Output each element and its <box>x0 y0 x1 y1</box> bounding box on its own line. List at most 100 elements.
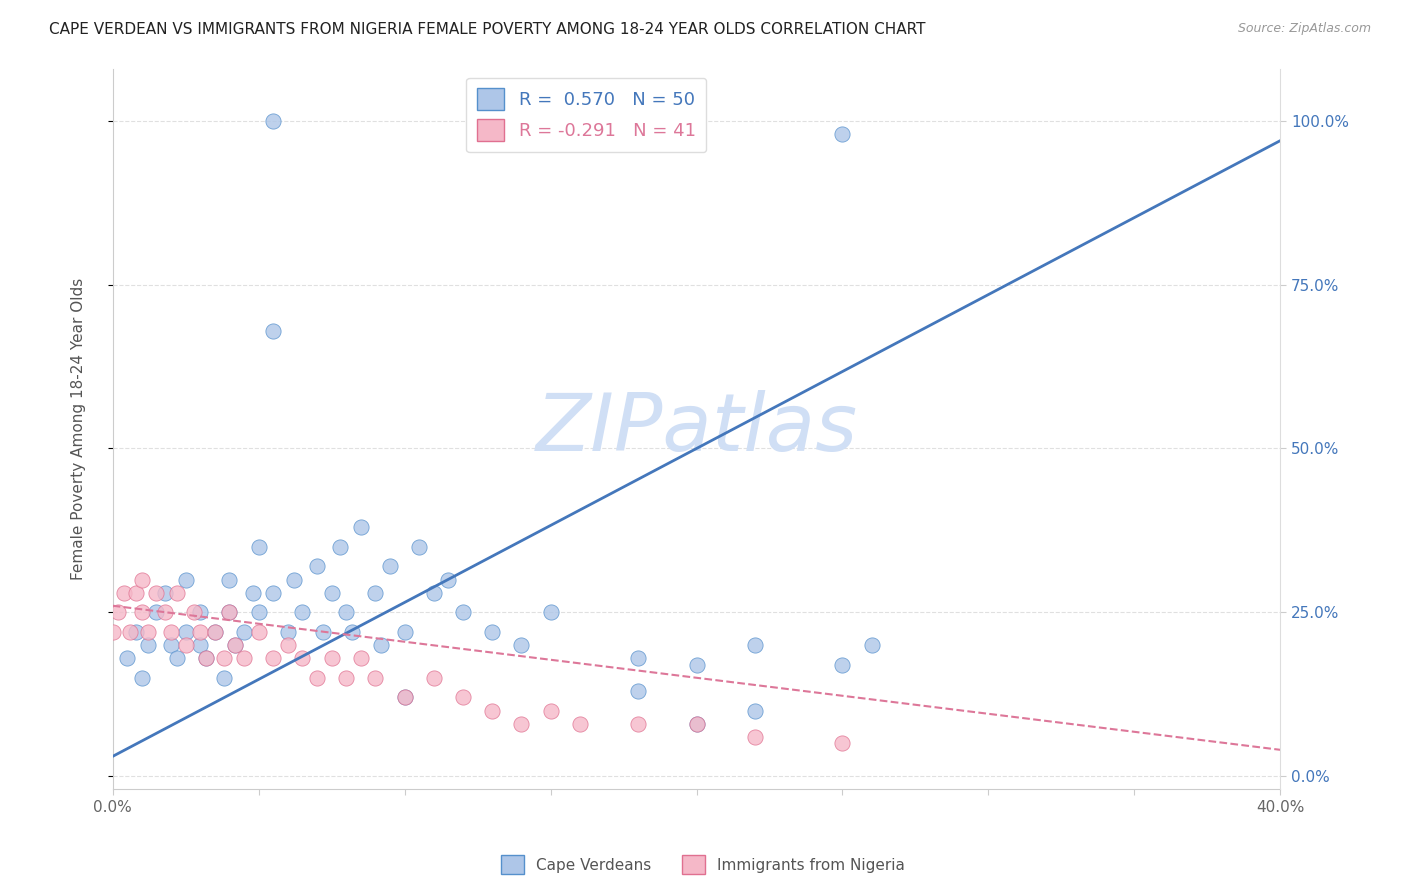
Point <box>160 624 183 639</box>
Point <box>510 638 533 652</box>
Point <box>321 651 343 665</box>
Point <box>627 651 650 665</box>
Point <box>262 324 284 338</box>
Point <box>277 624 299 639</box>
Point <box>510 716 533 731</box>
Point <box>183 605 205 619</box>
Point <box>195 651 218 665</box>
Point <box>305 671 328 685</box>
Legend: Cape Verdeans, Immigrants from Nigeria: Cape Verdeans, Immigrants from Nigeria <box>495 849 911 880</box>
Point <box>437 573 460 587</box>
Text: ZIPatlas: ZIPatlas <box>536 390 858 467</box>
Point <box>247 605 270 619</box>
Point <box>321 585 343 599</box>
Point <box>481 704 503 718</box>
Point <box>394 624 416 639</box>
Point <box>370 638 392 652</box>
Point <box>481 624 503 639</box>
Point <box>860 638 883 652</box>
Point <box>627 716 650 731</box>
Point <box>204 624 226 639</box>
Point <box>335 671 357 685</box>
Point <box>120 624 142 639</box>
Point <box>335 605 357 619</box>
Point <box>166 585 188 599</box>
Point <box>242 585 264 599</box>
Legend: R =  0.570   N = 50, R = -0.291   N = 41: R = 0.570 N = 50, R = -0.291 N = 41 <box>467 78 706 153</box>
Point <box>125 585 148 599</box>
Point <box>364 671 387 685</box>
Point <box>153 605 176 619</box>
Point <box>262 114 284 128</box>
Point <box>685 657 707 672</box>
Point <box>394 690 416 705</box>
Point <box>153 585 176 599</box>
Point <box>136 638 159 652</box>
Point <box>744 638 766 652</box>
Text: Source: ZipAtlas.com: Source: ZipAtlas.com <box>1237 22 1371 36</box>
Point <box>423 671 446 685</box>
Point <box>188 605 211 619</box>
Point <box>247 540 270 554</box>
Point <box>145 585 167 599</box>
Point <box>568 716 591 731</box>
Point <box>224 638 246 652</box>
Point <box>329 540 352 554</box>
Point <box>378 559 401 574</box>
Y-axis label: Female Poverty Among 18-24 Year Olds: Female Poverty Among 18-24 Year Olds <box>72 277 86 580</box>
Point <box>125 624 148 639</box>
Point <box>136 624 159 639</box>
Point <box>312 624 335 639</box>
Point <box>131 573 153 587</box>
Point <box>166 651 188 665</box>
Point <box>131 605 153 619</box>
Point <box>277 638 299 652</box>
Point <box>233 624 256 639</box>
Point <box>408 540 430 554</box>
Point <box>394 690 416 705</box>
Point <box>744 704 766 718</box>
Point <box>145 605 167 619</box>
Point <box>627 684 650 698</box>
Point <box>283 573 305 587</box>
Point <box>685 716 707 731</box>
Point <box>218 605 240 619</box>
Point <box>112 585 135 599</box>
Point <box>291 651 314 665</box>
Point <box>350 520 373 534</box>
Point <box>174 638 197 652</box>
Point <box>212 651 235 665</box>
Point <box>224 638 246 652</box>
Point <box>218 573 240 587</box>
Point <box>262 651 284 665</box>
Point <box>218 605 240 619</box>
Point <box>107 605 129 619</box>
Point <box>364 585 387 599</box>
Point <box>744 730 766 744</box>
Point <box>131 671 153 685</box>
Text: CAPE VERDEAN VS IMMIGRANTS FROM NIGERIA FEMALE POVERTY AMONG 18-24 YEAR OLDS COR: CAPE VERDEAN VS IMMIGRANTS FROM NIGERIA … <box>49 22 925 37</box>
Point <box>451 605 474 619</box>
Point <box>423 585 446 599</box>
Point <box>831 127 853 141</box>
Point <box>685 716 707 731</box>
Point <box>188 638 211 652</box>
Point <box>195 651 218 665</box>
Point <box>831 657 853 672</box>
Point <box>115 651 138 665</box>
Point <box>451 690 474 705</box>
Point <box>174 624 197 639</box>
Point <box>247 624 270 639</box>
Point <box>212 671 235 685</box>
Point <box>174 573 197 587</box>
Point <box>101 624 124 639</box>
Point <box>340 624 363 639</box>
Point <box>188 624 211 639</box>
Point <box>540 605 562 619</box>
Point <box>291 605 314 619</box>
Point <box>204 624 226 639</box>
Point <box>831 736 853 750</box>
Point <box>540 704 562 718</box>
Point <box>350 651 373 665</box>
Point <box>262 585 284 599</box>
